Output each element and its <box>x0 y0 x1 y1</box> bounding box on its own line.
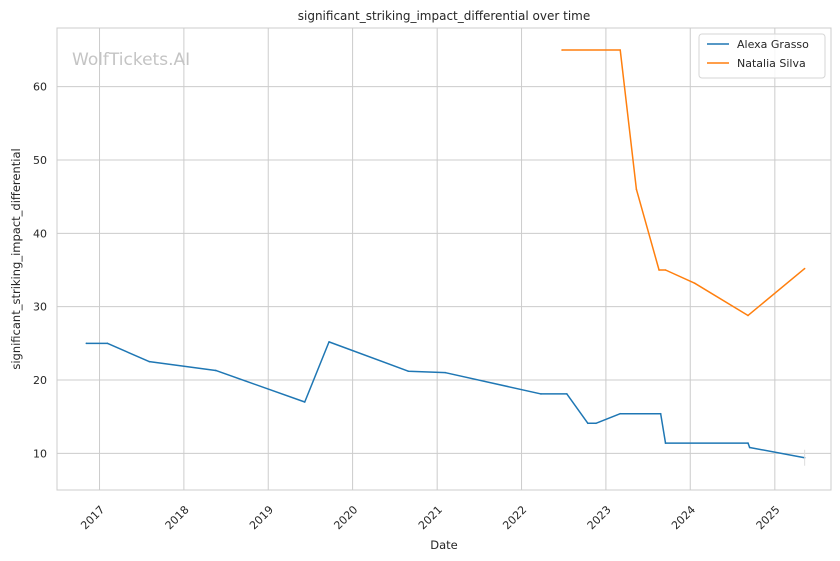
chart-title: significant_striking_impact_differential… <box>298 9 590 23</box>
plot-frame <box>56 27 832 491</box>
x-axis-label: Date <box>430 538 458 552</box>
data-point <box>214 369 217 372</box>
data-point <box>444 371 447 374</box>
data-point <box>561 49 563 51</box>
data-point <box>619 412 622 415</box>
data-point <box>328 341 330 343</box>
data-point <box>803 267 806 270</box>
watermark: WolfTickets.AI <box>72 50 190 70</box>
data-point <box>747 442 749 444</box>
data-point <box>85 342 88 345</box>
legend-label: Natalia Silva <box>737 57 806 70</box>
data-point <box>148 360 151 363</box>
grid-lines <box>57 28 831 490</box>
series-line <box>561 49 806 317</box>
data-point <box>619 49 622 51</box>
data-point <box>635 188 638 191</box>
data-point <box>106 342 109 345</box>
data-point <box>540 393 542 395</box>
y-tick-label: 10 <box>33 447 47 460</box>
y-axis-label: significant_striking_impact_differential <box>9 148 23 369</box>
y-axis-ticks: 10 20 30 40 50 60 <box>33 81 47 461</box>
data-point <box>748 446 751 449</box>
legend: Alexa Grasso Natalia Silva <box>698 33 826 79</box>
data-point <box>407 370 410 373</box>
data-point <box>658 269 660 271</box>
data-point <box>303 401 306 403</box>
data-point <box>693 282 696 285</box>
data-point <box>664 442 667 444</box>
y-tick-label: 20 <box>33 374 47 387</box>
series-layer <box>85 49 806 466</box>
y-tick-label: 40 <box>33 227 47 240</box>
series-line <box>86 341 805 459</box>
series-alexa-grasso <box>85 341 806 459</box>
data-point <box>595 422 597 425</box>
data-point <box>659 412 662 415</box>
series-natalia-silva <box>561 49 806 317</box>
data-point <box>747 314 749 317</box>
legend-label: Alexa Grasso <box>737 38 809 51</box>
legend-box <box>698 33 826 79</box>
y-tick-label: 50 <box>33 154 47 167</box>
y-tick-label: 30 <box>33 301 47 314</box>
plot-area <box>57 28 831 490</box>
data-point <box>566 393 568 395</box>
data-point <box>587 422 589 425</box>
data-point <box>664 269 667 271</box>
y-tick-label: 60 <box>33 81 47 94</box>
